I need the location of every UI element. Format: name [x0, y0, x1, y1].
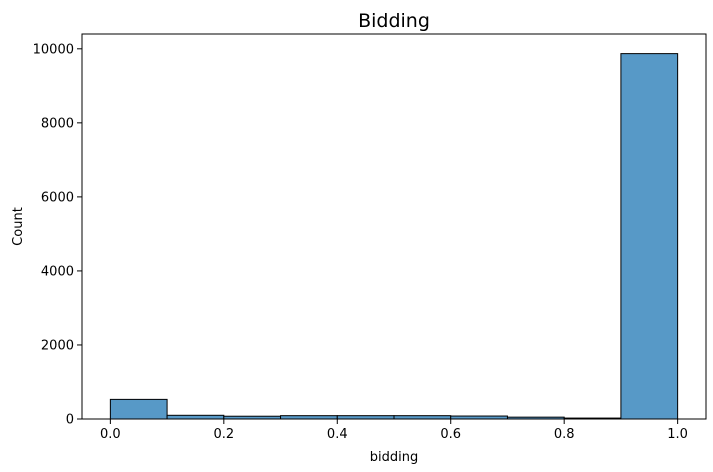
y-axis-label: Count [11, 207, 26, 246]
bars-group [109, 53, 679, 420]
y-tick-label: 8000 [41, 116, 74, 131]
x-tick-label: 0.6 [440, 427, 461, 442]
histogram-bar [620, 53, 679, 420]
x-tick-label: 1.0 [667, 427, 688, 442]
x-tick-label: 0.0 [100, 427, 121, 442]
y-tick-label: 6000 [41, 190, 74, 205]
y-tick-label: 10000 [33, 42, 74, 57]
y-tick-label: 2000 [41, 338, 74, 353]
x-axis-label: bidding [370, 450, 418, 465]
y-tick-label: 0 [66, 413, 74, 428]
y-axis-ticks: 0 2000 4000 6000 8000 10000 [33, 42, 82, 428]
y-tick-label: 4000 [41, 264, 74, 279]
x-tick-label: 0.4 [327, 427, 348, 442]
x-tick-label: 0.8 [554, 427, 575, 442]
histogram-bar [109, 398, 168, 420]
chart-title: Bidding [358, 10, 430, 32]
x-tick-label: 0.2 [213, 427, 234, 442]
x-axis-ticks: 0.0 0.2 0.4 0.6 0.8 1.0 [100, 419, 688, 442]
histogram-bar [166, 414, 225, 420]
axes-frame [81, 33, 707, 420]
